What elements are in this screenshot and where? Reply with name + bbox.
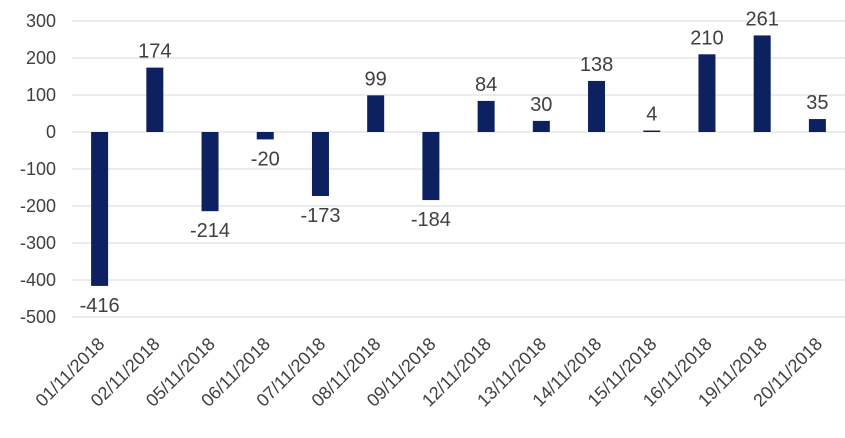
y-tick-label: 200 xyxy=(26,48,56,68)
data-label: 261 xyxy=(745,8,778,30)
y-axis-tick-labels: 300 200 100 0 -100 -200 -300 -400 -500 xyxy=(20,11,56,327)
data-label: 138 xyxy=(580,54,613,76)
bar xyxy=(808,119,826,132)
bar xyxy=(753,35,771,132)
bar xyxy=(477,100,495,132)
data-label: 30 xyxy=(530,94,552,116)
data-label: 174 xyxy=(138,41,171,63)
data-labels: -416 174 -214 -20 -173 99 -184 84 30 138 4 210 261 35 xyxy=(80,8,829,316)
bar xyxy=(311,132,329,197)
bar xyxy=(422,132,440,201)
bar xyxy=(146,67,164,132)
data-label: 4 xyxy=(646,104,657,126)
y-tick-label: -300 xyxy=(20,233,56,253)
bar xyxy=(201,132,219,212)
bar xyxy=(588,80,606,132)
bar xyxy=(532,120,550,132)
bar xyxy=(91,132,109,286)
x-axis-tick-labels: 01/11/201802/11/201805/11/201806/11/2018… xyxy=(32,334,827,411)
data-label: -20 xyxy=(251,148,280,170)
bar xyxy=(643,130,661,132)
y-tick-label: -100 xyxy=(20,159,56,179)
y-tick-label: -400 xyxy=(20,270,56,290)
data-label: 35 xyxy=(806,92,828,114)
gridlines xyxy=(72,20,845,318)
data-label: 99 xyxy=(365,68,387,90)
bar xyxy=(698,54,716,132)
y-tick-label: 0 xyxy=(46,122,56,142)
data-label: -416 xyxy=(80,295,120,317)
y-tick-label: 100 xyxy=(26,85,56,105)
bars xyxy=(91,35,826,286)
data-label: -184 xyxy=(411,209,451,231)
data-label: -173 xyxy=(300,205,340,227)
bar xyxy=(367,95,385,132)
data-label: 84 xyxy=(475,74,497,96)
y-tick-label: -200 xyxy=(20,196,56,216)
data-label: -214 xyxy=(190,220,230,242)
y-tick-label: 300 xyxy=(26,11,56,31)
y-tick-label: -500 xyxy=(20,307,56,327)
data-label: 210 xyxy=(690,27,723,49)
bar xyxy=(256,132,274,140)
